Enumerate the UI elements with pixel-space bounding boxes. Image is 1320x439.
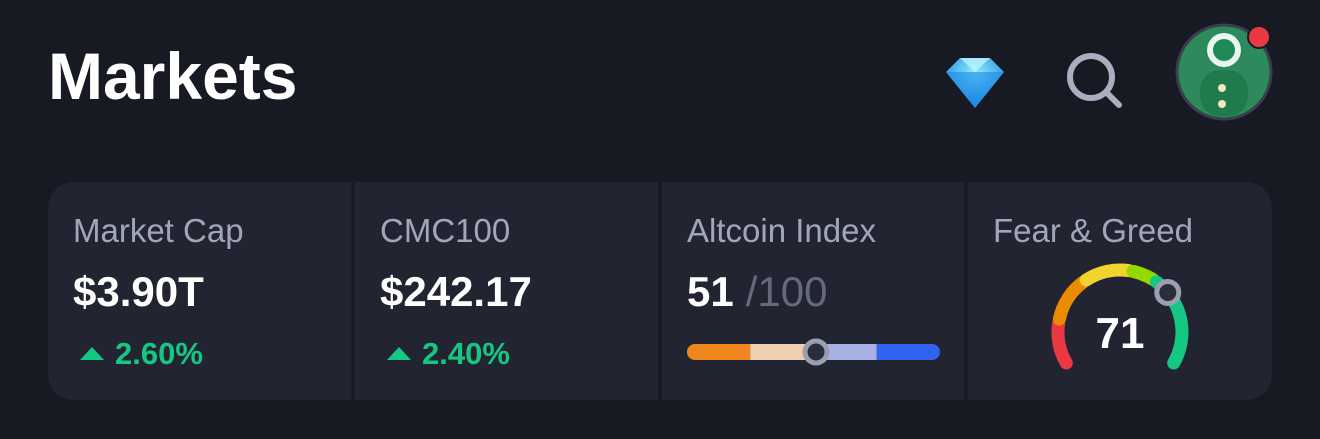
up-arrow bbox=[80, 347, 104, 360]
index-value-line: 51/100 bbox=[687, 268, 827, 315]
stat-altcoin-index[interactable]: Altcoin Index 51/100 bbox=[687, 212, 940, 360]
stat-market-cap[interactable]: Market Cap $3.90T 2.60% bbox=[73, 212, 244, 371]
stat-change: 2.60% bbox=[115, 336, 203, 371]
up-arrow bbox=[387, 347, 411, 360]
stat-cmc100[interactable]: CMC100 $242.17 2.40% bbox=[380, 212, 532, 371]
gauge-segment bbox=[1126, 264, 1160, 286]
stat-change: 2.40% bbox=[422, 336, 510, 371]
stat-value: $242.17 bbox=[380, 268, 532, 315]
avatar-button[interactable] bbox=[1175, 23, 1273, 121]
stat-label: Fear & Greed bbox=[993, 212, 1193, 249]
index-scale: /100 bbox=[746, 268, 828, 315]
search-button[interactable] bbox=[1067, 53, 1122, 108]
index-value: 51 bbox=[687, 268, 734, 315]
gauge-segment bbox=[1052, 275, 1090, 326]
stat-label: Altcoin Index bbox=[687, 212, 876, 249]
gauge-knob bbox=[1154, 278, 1182, 306]
stat-label: Market Cap bbox=[73, 212, 244, 249]
gauge-segment bbox=[1051, 316, 1073, 370]
index-bar bbox=[687, 344, 940, 360]
page-title: Markets bbox=[48, 39, 297, 113]
premium-button[interactable] bbox=[946, 58, 1004, 108]
gauge-value: 71 bbox=[1096, 309, 1145, 358]
stat-fear-greed[interactable]: Fear & Greed 71 bbox=[993, 212, 1193, 370]
stat-value: $3.90T bbox=[73, 268, 204, 315]
gauge-segment bbox=[1079, 263, 1136, 287]
stat-label: CMC100 bbox=[380, 212, 510, 249]
index-knob bbox=[802, 338, 830, 366]
